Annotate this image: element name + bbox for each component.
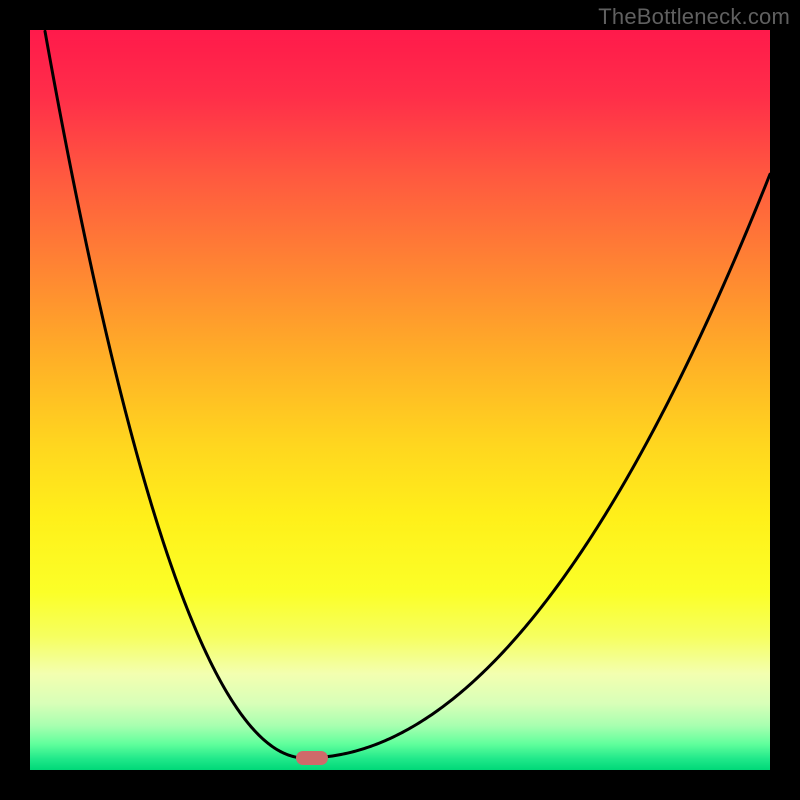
chart-background-gradient [30, 30, 770, 770]
bottleneck-chart [0, 0, 800, 800]
watermark-text: TheBottleneck.com [598, 4, 790, 30]
optimal-point-marker [296, 751, 328, 765]
